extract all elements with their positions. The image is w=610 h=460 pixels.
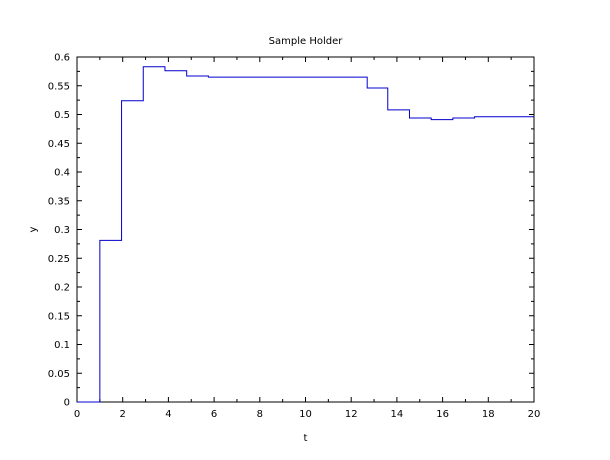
y-tick-label: 0.55	[48, 81, 70, 92]
y-axis-label: y	[28, 226, 39, 232]
x-axis-ticks: 0 2 4 6 8 10 12 14 16 18 20	[74, 57, 541, 420]
x-tick-label: 14	[391, 409, 404, 420]
x-tick-label: 2	[120, 409, 126, 420]
x-tick-label: 16	[436, 409, 449, 420]
y-tick-label: 0	[64, 398, 70, 409]
y-tick-label: 0.4	[54, 168, 70, 179]
chart-title: Sample Holder	[269, 36, 344, 47]
x-tick-label: 20	[528, 409, 541, 420]
y-tick-label: 0.15	[48, 311, 70, 322]
y-axis-ticks: 0 0.05 0.1 0.15 0.2 0.25 0.3 0.35 0.4 0.45 0.5 0.55…	[48, 53, 534, 409]
x-axis-label: t	[304, 433, 308, 444]
x-tick-label: 12	[345, 409, 358, 420]
x-tick-label: 10	[299, 409, 312, 420]
x-tick-label: 8	[257, 409, 263, 420]
y-tick-label: 0.5	[54, 110, 70, 121]
x-tick-label: 18	[482, 409, 495, 420]
y-tick-label: 0.25	[48, 254, 70, 265]
x-tick-label: 4	[165, 409, 171, 420]
x-tick-label: 0	[74, 409, 80, 420]
x-tick-label: 6	[211, 409, 217, 420]
y-tick-label: 0.3	[54, 225, 70, 236]
y-tick-label: 0.6	[54, 53, 70, 64]
y-tick-label: 0.35	[48, 196, 70, 207]
y-tick-label: 0.05	[48, 369, 70, 380]
series-line-y	[77, 66, 534, 403]
y-tick-label: 0.2	[54, 283, 70, 294]
y-tick-label: 0.45	[48, 139, 70, 150]
y-tick-label: 0.1	[54, 340, 70, 351]
plot-area	[76, 56, 535, 403]
